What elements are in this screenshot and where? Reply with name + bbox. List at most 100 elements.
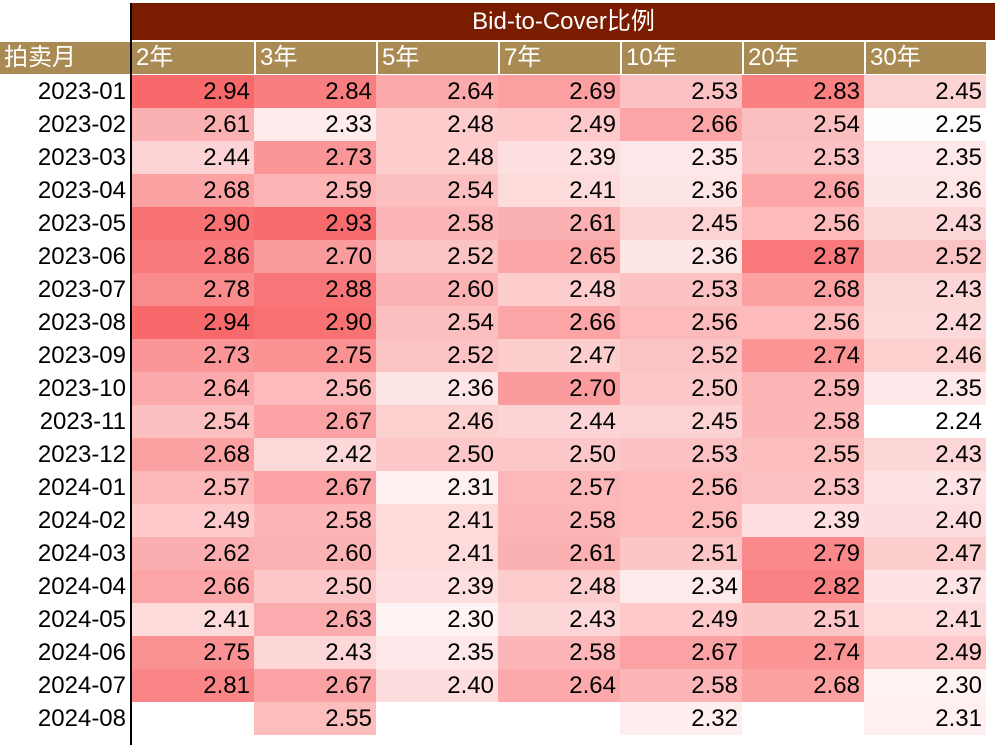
heatmap-cell: 2.94 bbox=[132, 75, 254, 108]
heatmap-cell: 2.88 bbox=[254, 273, 376, 306]
row-label: 2023-09 bbox=[37, 342, 126, 369]
heatmap-cell: 2.73 bbox=[132, 339, 254, 372]
heatmap-cell: 2.57 bbox=[498, 471, 620, 504]
column-header: 3年 bbox=[256, 42, 376, 74]
heatmap-cell: 2.36 bbox=[376, 372, 498, 405]
heatmap-cell: 2.58 bbox=[742, 405, 864, 438]
heatmap-cell: 2.74 bbox=[742, 339, 864, 372]
heatmap-cell: 2.31 bbox=[864, 702, 986, 735]
column-header: 20年 bbox=[744, 42, 864, 74]
heatmap-cell: 2.42 bbox=[864, 306, 986, 339]
heatmap-cell: 2.48 bbox=[376, 141, 498, 174]
heatmap-cell: 2.34 bbox=[620, 570, 742, 603]
heatmap-cell: 2.75 bbox=[254, 339, 376, 372]
heatmap-cell: 2.43 bbox=[864, 273, 986, 306]
heatmap-cell: 2.70 bbox=[498, 372, 620, 405]
heatmap-cell: 2.66 bbox=[620, 108, 742, 141]
heatmap-cell: 2.30 bbox=[864, 669, 986, 702]
row-label: 2023-04 bbox=[37, 177, 126, 204]
heatmap-cell: 2.61 bbox=[132, 108, 254, 141]
heatmap-cell: 2.45 bbox=[864, 75, 986, 108]
heatmap-cell: 2.49 bbox=[132, 504, 254, 537]
heatmap-cell: 2.43 bbox=[864, 438, 986, 471]
heatmap-cell: 2.63 bbox=[254, 603, 376, 636]
heatmap-cell: 2.51 bbox=[742, 603, 864, 636]
heatmap-cell: 2.50 bbox=[254, 570, 376, 603]
heatmap-cell: 2.75 bbox=[132, 636, 254, 669]
heatmap-cell: 2.56 bbox=[620, 471, 742, 504]
heatmap-cell: 2.66 bbox=[132, 570, 254, 603]
heatmap-cell: 2.30 bbox=[376, 603, 498, 636]
heatmap-cell: 2.56 bbox=[254, 372, 376, 405]
heatmap-cell: 2.45 bbox=[620, 207, 742, 240]
heatmap-cell: 2.65 bbox=[498, 240, 620, 273]
heatmap-cell: 2.48 bbox=[498, 273, 620, 306]
heatmap-cell: 2.53 bbox=[742, 141, 864, 174]
row-label: 2023-12 bbox=[37, 441, 126, 468]
heatmap-cell: 2.57 bbox=[132, 471, 254, 504]
heatmap-cell: 2.24 bbox=[864, 405, 986, 438]
heatmap-cell: 2.68 bbox=[132, 174, 254, 207]
heatmap-cell: 2.35 bbox=[864, 372, 986, 405]
heatmap-cell: 2.56 bbox=[742, 207, 864, 240]
heatmap-cell: 2.53 bbox=[742, 471, 864, 504]
heatmap-cell: 2.49 bbox=[620, 603, 742, 636]
heatmap-cell: 2.68 bbox=[742, 273, 864, 306]
heatmap-cell: 2.56 bbox=[620, 306, 742, 339]
heatmap-cell: 2.56 bbox=[620, 504, 742, 537]
heatmap-cell: 2.93 bbox=[254, 207, 376, 240]
heatmap-cell: 2.58 bbox=[376, 207, 498, 240]
row-label: 2023-05 bbox=[37, 210, 126, 237]
heatmap-cell: 2.58 bbox=[254, 504, 376, 537]
heatmap-cell: 2.52 bbox=[376, 339, 498, 372]
row-label: 2024-04 bbox=[37, 573, 126, 600]
heatmap-cell: 2.35 bbox=[864, 141, 986, 174]
heatmap-cell: 2.69 bbox=[498, 75, 620, 108]
heatmap-cell: 2.90 bbox=[254, 306, 376, 339]
heatmap-cell: 2.39 bbox=[742, 504, 864, 537]
heatmap-cell: 2.64 bbox=[132, 372, 254, 405]
heatmap-cell: 2.64 bbox=[498, 669, 620, 702]
heatmap-cell: 2.59 bbox=[254, 174, 376, 207]
heatmap-cell: 2.46 bbox=[376, 405, 498, 438]
heatmap-cell: 2.44 bbox=[132, 141, 254, 174]
heatmap-cell: 2.67 bbox=[254, 669, 376, 702]
heatmap-cell: 2.35 bbox=[620, 141, 742, 174]
heatmap-cell: 2.43 bbox=[864, 207, 986, 240]
heatmap-cell: 2.52 bbox=[376, 240, 498, 273]
column-header: 5年 bbox=[378, 42, 498, 74]
row-label: 2024-07 bbox=[37, 672, 126, 699]
heatmap-cell: 2.48 bbox=[376, 108, 498, 141]
heatmap-cell bbox=[376, 702, 498, 735]
column-header: 2年 bbox=[132, 42, 254, 74]
row-label: 2024-06 bbox=[37, 639, 126, 666]
heatmap-cell: 2.90 bbox=[132, 207, 254, 240]
heatmap-cell: 2.39 bbox=[498, 141, 620, 174]
heatmap-cell: 2.50 bbox=[620, 372, 742, 405]
heatmap-cell: 2.37 bbox=[864, 471, 986, 504]
row-label: 2024-08 bbox=[37, 705, 126, 732]
heatmap-cell: 2.67 bbox=[254, 471, 376, 504]
heatmap-cell: 2.66 bbox=[498, 306, 620, 339]
heatmap-cell: 2.56 bbox=[742, 306, 864, 339]
heatmap-cell bbox=[132, 702, 254, 735]
heatmap-cell: 2.58 bbox=[620, 669, 742, 702]
heatmap-cell: 2.60 bbox=[376, 273, 498, 306]
heatmap-cell: 2.42 bbox=[254, 438, 376, 471]
heatmap-cell: 2.33 bbox=[254, 108, 376, 141]
heatmap-cell: 2.62 bbox=[132, 537, 254, 570]
row-label: 2023-01 bbox=[37, 78, 126, 105]
heatmap-cell: 2.44 bbox=[498, 405, 620, 438]
heatmap-cell: 2.41 bbox=[376, 537, 498, 570]
heatmap-cell: 2.43 bbox=[498, 603, 620, 636]
row-label: 2023-03 bbox=[37, 144, 126, 171]
heatmap-cell: 2.36 bbox=[864, 174, 986, 207]
row-label: 2023-08 bbox=[37, 309, 126, 336]
heatmap-cell: 2.55 bbox=[254, 702, 376, 735]
heatmap-cell: 2.25 bbox=[864, 108, 986, 141]
heatmap-cell: 2.60 bbox=[254, 537, 376, 570]
heatmap-cell: 2.41 bbox=[864, 603, 986, 636]
heatmap-cell: 2.68 bbox=[742, 669, 864, 702]
heatmap-cell: 2.58 bbox=[498, 504, 620, 537]
